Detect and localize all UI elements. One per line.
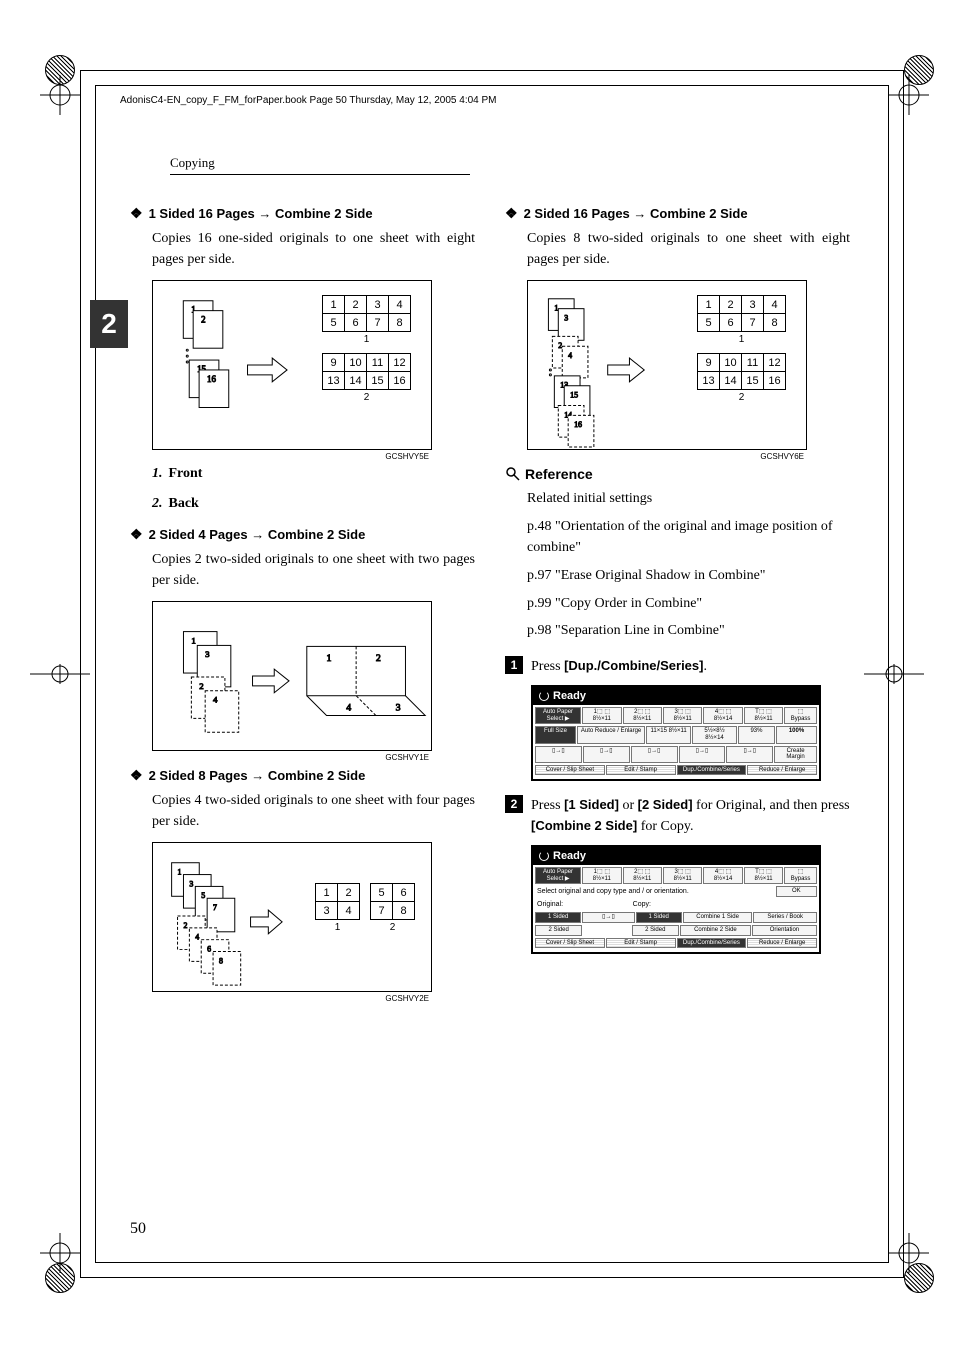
svg-text:3: 3 <box>396 703 401 714</box>
ready-indicator: Ready <box>533 687 819 705</box>
item-title: 2 Sided 16 Pages → Combine 2 Side <box>524 206 748 221</box>
svg-text:4: 4 <box>213 695 218 705</box>
legend-back: 2.Back <box>152 496 475 512</box>
page-number: 50 <box>130 1220 146 1238</box>
center-registration-icon <box>30 664 90 684</box>
svg-text:2: 2 <box>376 653 381 664</box>
registration-mark-icon <box>40 1233 80 1273</box>
center-registration-icon <box>864 664 924 684</box>
item-body: Copies 2 two-sided originals to one shee… <box>152 549 475 591</box>
svg-text:1: 1 <box>327 653 332 664</box>
svg-text:3: 3 <box>205 649 210 659</box>
section-header: Copying <box>170 155 470 175</box>
figure-code: GCSHVY6E <box>760 452 804 461</box>
svg-text:2: 2 <box>199 681 203 691</box>
item-title: 1 Sided 16 Pages → Combine 2 Side <box>149 206 373 221</box>
svg-text:4: 4 <box>346 703 351 714</box>
chapter-tab: 2 <box>90 300 128 348</box>
step-2: 2 Press [1 Sided] or [2 Sided] for Origi… <box>505 795 850 837</box>
figure-code: GCSHVY2E <box>385 994 429 1003</box>
reference-body: Related initial settings p.48 "Orientati… <box>527 488 850 642</box>
registration-mark-icon <box>889 75 929 115</box>
svg-text:7: 7 <box>213 903 217 912</box>
svg-text:6: 6 <box>207 945 211 954</box>
bullet-icon: ❖ <box>505 205 518 222</box>
svg-text:8: 8 <box>219 956 223 965</box>
figure-2sided-16: 1 3 2 4 13 15 14 16 12345678 1 91 <box>527 280 807 450</box>
registration-mark-icon <box>889 1233 929 1273</box>
item-body: Copies 8 two-sided originals to one shee… <box>527 228 850 270</box>
svg-text:15: 15 <box>570 391 578 400</box>
registration-mark-icon <box>40 75 80 115</box>
svg-text:1: 1 <box>554 304 558 313</box>
reference-icon <box>505 466 521 482</box>
reference-title: Reference <box>505 466 850 482</box>
step-1: 1 Press [Dup./Combine/Series]. <box>505 656 850 677</box>
svg-text:16: 16 <box>574 420 582 429</box>
item-title: 2 Sided 8 Pages → Combine 2 Side <box>149 768 366 783</box>
left-column: ❖ 1 Sided 16 Pages → Combine 2 Side Copi… <box>130 205 475 1008</box>
svg-text:2: 2 <box>201 315 205 325</box>
svg-text:1: 1 <box>191 635 195 645</box>
figure-2sided-4: 1 3 2 4 12 43 GCSHVY1E <box>152 601 432 751</box>
step-number-icon: 1 <box>505 656 523 674</box>
bullet-icon: ❖ <box>130 526 143 543</box>
svg-text:3: 3 <box>564 314 568 323</box>
figure-code: GCSHVY1E <box>385 753 429 762</box>
ready-indicator: Ready <box>533 847 819 865</box>
svg-text:1: 1 <box>178 868 182 877</box>
page-content: Copying ❖ 1 Sided 16 Pages → Combine 2 S… <box>130 155 850 1008</box>
figure-1sided-16: 1 2 15 16 12345678 1 910111213141516 2 G… <box>152 280 432 450</box>
right-column: ❖ 2 Sided 16 Pages → Combine 2 Side Copi… <box>505 205 850 1008</box>
svg-text:5: 5 <box>201 891 205 900</box>
figure-code: GCSHVY5E <box>385 452 429 461</box>
figure-2sided-8: 1 3 5 7 2 4 6 8 1234 1 <box>152 842 432 992</box>
svg-text:4: 4 <box>195 933 199 942</box>
legend-front: 1.Front <box>152 466 475 482</box>
bullet-icon: ❖ <box>130 767 143 784</box>
bullet-icon: ❖ <box>130 205 143 222</box>
step-number-icon: 2 <box>505 795 523 813</box>
file-header: AdonisC4-EN_copy_F_FM_forPaper.book Page… <box>120 95 497 106</box>
item-body: Copies 4 two-sided originals to one shee… <box>152 790 475 832</box>
item-title: 2 Sided 4 Pages → Combine 2 Side <box>149 527 366 542</box>
svg-text:16: 16 <box>207 374 216 384</box>
item-body: Copies 16 one-sided originals to one she… <box>152 228 475 270</box>
svg-text:4: 4 <box>568 351 572 360</box>
svg-text:2: 2 <box>558 341 562 350</box>
screenshot-1: Ready Auto Paper Select ▶ 1⬚ ⬚ 8½×11 2⬚ … <box>531 685 821 781</box>
screenshot-2: Ready Auto Paper Select ▶ 1⬚ ⬚ 8½×11 2⬚ … <box>531 845 821 954</box>
svg-text:2: 2 <box>183 921 187 930</box>
svg-text:3: 3 <box>189 879 193 888</box>
